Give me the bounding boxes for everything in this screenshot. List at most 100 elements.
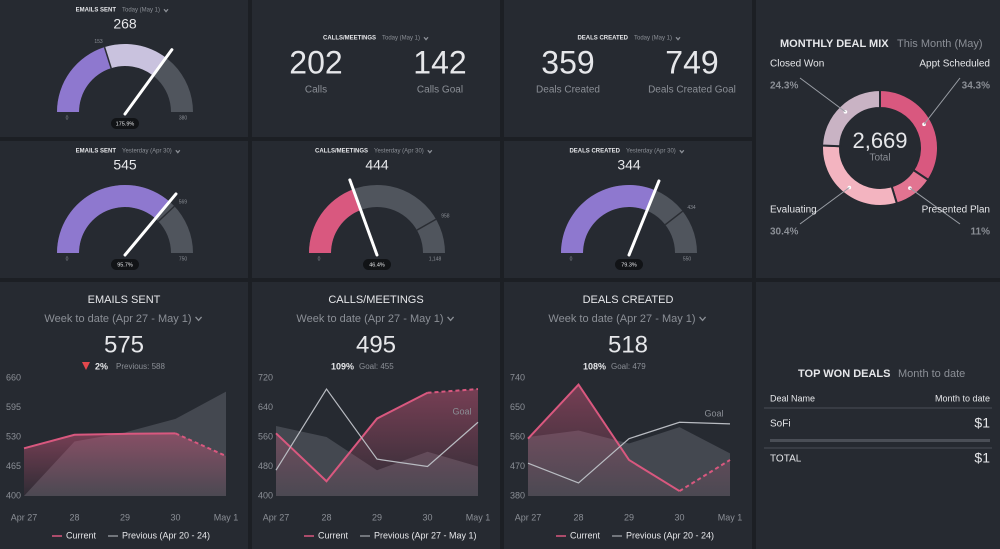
y-tick-label: 560: [258, 431, 273, 441]
x-tick-label: 28: [69, 512, 79, 522]
gauge-percent-pill: [111, 259, 139, 270]
gauge-value: 545: [113, 157, 137, 173]
trend-attainment: 108%: [583, 361, 606, 371]
donut-slice: [821, 88, 881, 148]
gauge-goal-label: 958: [441, 214, 450, 220]
kpi-period: Today (May 1): [382, 36, 420, 42]
gauge-fill: [57, 47, 112, 112]
trend-title: CALLS/MEETINGS: [328, 294, 423, 306]
x-tick-label: 28: [573, 512, 583, 522]
gauge-value: 268: [113, 16, 137, 32]
legend-label: Previous (Apr 20 - 24): [626, 530, 714, 540]
x-tick-label: May 1: [718, 512, 743, 522]
x-tick-label: 30: [170, 512, 180, 522]
gauge-title: EMAILS SENT: [76, 149, 117, 155]
y-tick-label: 650: [510, 402, 525, 412]
y-tick-label: 400: [258, 490, 273, 500]
kpi-value: 359: [541, 44, 594, 80]
gauge-goal-label: 153: [94, 39, 103, 45]
trend-comparison: Previous: 588: [116, 362, 165, 371]
trend-title: DEALS CREATED: [583, 294, 674, 306]
y-tick-label: 660: [6, 372, 21, 382]
y-tick-label: 560: [510, 431, 525, 441]
leader-line: [799, 77, 846, 113]
y-tick-label: 470: [510, 461, 525, 471]
trend-period: Week to date (Apr 27 - May 1): [44, 313, 191, 325]
legend-label: Previous (Apr 20 - 24): [122, 530, 210, 540]
trend-attainment: 2%: [95, 361, 108, 371]
gauge-min: 0: [66, 115, 69, 121]
dropdown-chevron: [195, 316, 203, 322]
trend-attainment: 109%: [331, 361, 354, 371]
gauge-percent: 46.4%: [369, 262, 385, 268]
x-tick-label: Apr 27: [11, 512, 38, 522]
current-area: [276, 389, 478, 496]
dropdown-chevron: [699, 316, 707, 322]
kpi-value: 142: [413, 44, 466, 80]
dropdown-chevron: [679, 149, 685, 154]
dropdown-chevron: [175, 149, 181, 154]
donut-label: Evaluating: [770, 205, 817, 216]
kpi-label: Calls Goal: [417, 85, 463, 96]
y-tick-label: 595: [6, 402, 21, 412]
column-header: Deal Name: [770, 393, 815, 403]
trend-total: 575: [104, 331, 144, 358]
table-period: Month to date: [898, 368, 965, 380]
total-value: $1: [974, 450, 990, 466]
gauge-fill: [561, 184, 656, 253]
current-area: [24, 433, 226, 496]
x-tick-label: 30: [674, 512, 684, 522]
leader-line: [909, 187, 961, 225]
trend-period: Week to date (Apr 27 - May 1): [296, 313, 443, 325]
gauge-goal-tick: [664, 210, 684, 226]
gauge-period: Yesterday (Apr 30): [122, 149, 172, 155]
gauge-percent-pill: [615, 259, 643, 270]
goal-line: [527, 421, 731, 484]
gauge-needle: [123, 48, 174, 116]
kpi-period: Today (May 1): [634, 36, 672, 42]
gauge-period: Today (May 1): [122, 8, 160, 14]
gauge-percent: 175.9%: [116, 121, 135, 127]
gauge-percent: 79.3%: [621, 262, 637, 268]
projected-line: [427, 388, 479, 394]
gauge-fill: [309, 189, 361, 253]
gauge-fill: [57, 184, 170, 253]
gauge-goal-tick: [416, 218, 437, 231]
goal-line: [275, 387, 479, 471]
goal-label: Goal: [704, 408, 723, 418]
dropdown-chevron: [427, 149, 433, 154]
donut-percent: 34.3%: [962, 81, 990, 92]
legend-label: Current: [318, 530, 349, 540]
cell: SoFi: [770, 419, 791, 430]
trend-period: Week to date (Apr 27 - May 1): [548, 313, 695, 325]
x-tick-label: 29: [624, 512, 634, 522]
y-tick-label: 380: [510, 490, 525, 500]
current-line: [527, 382, 681, 492]
trend-comparison: Goal: 455: [359, 362, 394, 371]
gauge-needle: [348, 178, 379, 257]
kpi-label: Deals Created: [536, 85, 600, 96]
trend-total: 495: [356, 331, 396, 358]
y-tick-label: 530: [6, 431, 21, 441]
gauge-needle: [627, 179, 661, 257]
leader-line: [923, 77, 961, 125]
y-tick-label: 400: [6, 490, 21, 500]
gauge-goal-label: 434: [687, 205, 696, 211]
donut-total-caption: Total: [869, 153, 890, 164]
donut-total: 2,669: [852, 128, 907, 153]
donut-percent: 30.4%: [770, 227, 798, 238]
table-title: TOP WON DEALS: [798, 368, 891, 380]
kpi-label: Deals Created Goal: [648, 85, 736, 96]
donut-label: Closed Won: [770, 59, 824, 70]
total-label: TOTAL: [770, 454, 802, 465]
cell: $1: [974, 415, 990, 431]
x-tick-label: Apr 27: [263, 512, 290, 522]
kpi-title: CALLS/MEETINGS: [323, 36, 376, 42]
x-tick-label: Apr 27: [515, 512, 542, 522]
y-tick-label: 740: [510, 372, 525, 382]
gauge-goal-tick: [103, 46, 112, 69]
row-bar: [770, 439, 990, 442]
donut-percent: 24.3%: [770, 81, 798, 92]
gauge-percent-pill: [363, 259, 391, 270]
donut-label: Appt Scheduled: [919, 59, 990, 70]
